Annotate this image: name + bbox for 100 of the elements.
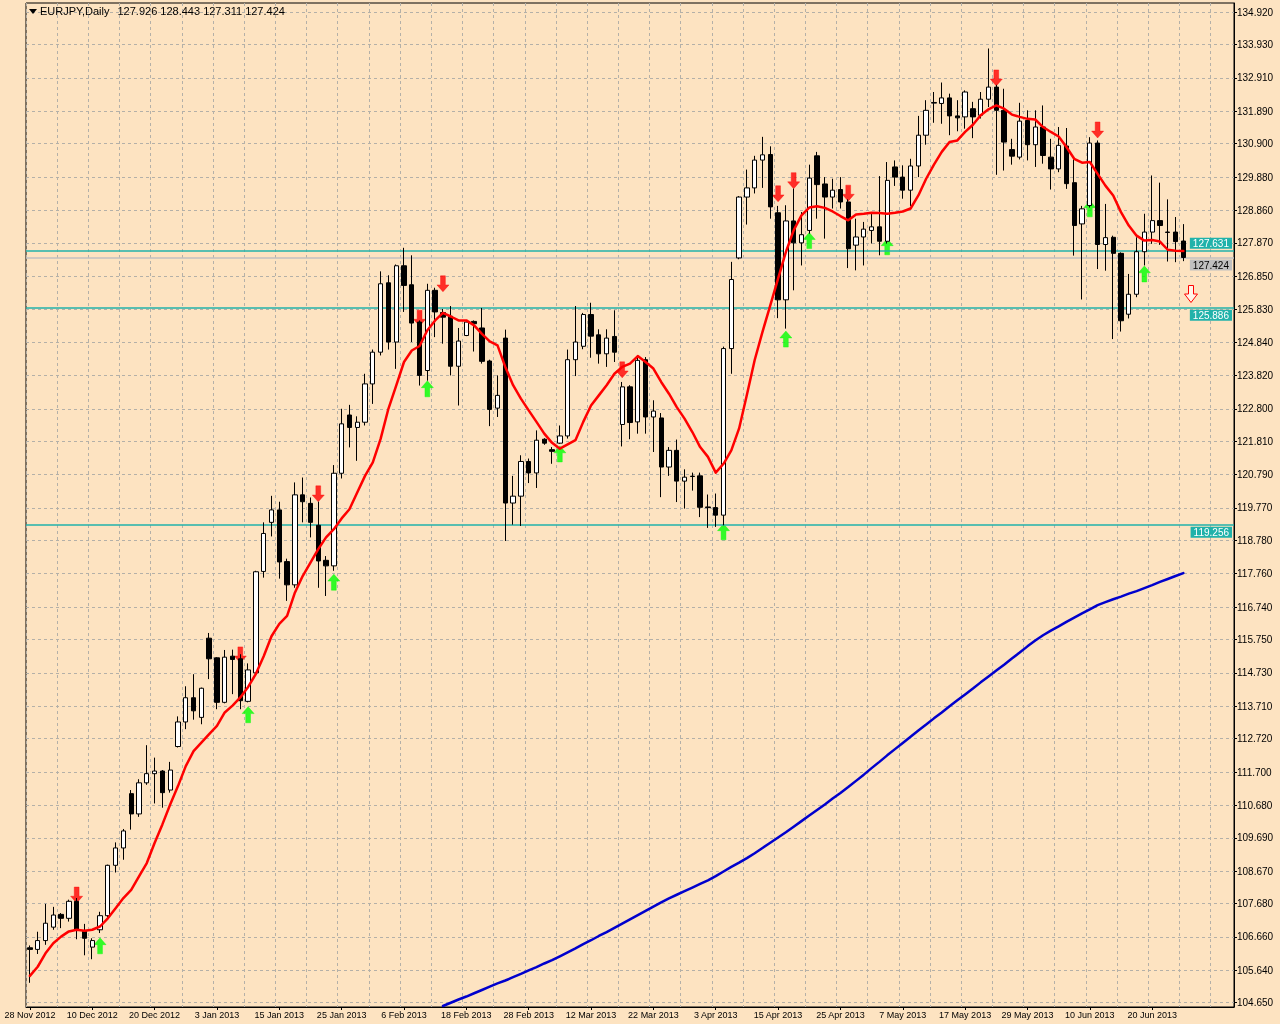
x-tick-label: 20 Jun 2013 (1127, 1009, 1177, 1020)
candlestick (861, 221, 866, 266)
y-tick-label: 119.770 (1237, 502, 1273, 514)
x-tick-label: 18 Feb 2013 (441, 1009, 492, 1020)
candlestick (331, 464, 337, 572)
y-tick-label: 117.760 (1237, 568, 1273, 580)
candlestick (464, 319, 469, 337)
candlestick (822, 176, 828, 240)
candlestick (1056, 126, 1061, 173)
candlestick (768, 145, 773, 220)
candlestick (1095, 139, 1100, 270)
y-tick-label: 129.880 (1237, 171, 1274, 183)
x-tick-label: 22 Mar 2013 (628, 1009, 679, 1020)
candlestick (627, 384, 633, 440)
point (787, 172, 800, 189)
y-tick-label: 126.850 (1237, 270, 1274, 282)
y-tick-label: 128.860 (1237, 204, 1274, 216)
candlestick (1165, 198, 1170, 263)
x-tick-label: 10 Dec 2012 (66, 1009, 118, 1020)
candlestick (214, 656, 220, 710)
candlestick (1017, 102, 1022, 160)
ref-line-label: 127.424 (1192, 260, 1230, 272)
candlestick (183, 685, 188, 730)
x-tick-label: 15 Apr 2013 (753, 1009, 803, 1020)
y-tick-label: 115.750 (1237, 634, 1273, 645)
candlestick (409, 254, 414, 343)
y-tick-label: 132.910 (1237, 72, 1274, 84)
y-tick-label: 123.820 (1237, 369, 1274, 381)
candlestick (908, 158, 913, 207)
candlestick (129, 789, 134, 831)
candlestick (869, 213, 874, 245)
candlestick (994, 84, 999, 176)
candlestick (1150, 174, 1155, 245)
candlestick (378, 270, 383, 356)
candlestick (51, 906, 56, 931)
candlestick (581, 312, 586, 350)
candlestick (807, 164, 812, 235)
candlestick (916, 115, 921, 178)
candlestick (355, 415, 360, 462)
candlestick (1157, 182, 1163, 246)
candlestick (1111, 235, 1116, 340)
candlestick (721, 346, 726, 526)
x-tick-label: 12 Mar 2013 (565, 1009, 617, 1020)
x-tick-label: 28 Feb 2013 (503, 1009, 554, 1020)
candlestick (518, 454, 524, 527)
candlestick (261, 521, 266, 579)
candlestick (35, 931, 40, 955)
candlestick (362, 373, 368, 426)
y-tick-label: 121.810 (1237, 435, 1274, 447)
candlestick (705, 494, 711, 529)
candlestick (1009, 138, 1015, 166)
candlestick (113, 841, 118, 873)
candlestick (588, 302, 594, 359)
y-tick-label: 108.670 (1237, 865, 1274, 877)
candlestick (697, 472, 703, 518)
x-tick-label: 10 Jun 2013 (1065, 1009, 1115, 1020)
candlestick (1033, 109, 1038, 168)
candlestick (206, 632, 212, 680)
candlestick (643, 356, 648, 435)
candlestick (300, 477, 305, 523)
candlestick (690, 472, 695, 492)
candlestick (175, 715, 181, 748)
y-tick-label: 134.920 (1237, 6, 1274, 18)
x-tick-label: 25 Apr 2013 (816, 1009, 865, 1020)
candlestick (168, 761, 173, 794)
point (421, 380, 434, 398)
candlestick (931, 91, 937, 124)
point (327, 573, 341, 591)
y-tick-label: 130.900 (1237, 138, 1274, 150)
candlestick (557, 424, 563, 445)
ref-line-label: 119.256 (1193, 527, 1230, 539)
candlestick (814, 151, 820, 220)
point (990, 69, 1003, 87)
candlestick (1134, 236, 1139, 298)
candlestick (729, 261, 734, 375)
candlestick (923, 99, 929, 146)
candlestick (1040, 104, 1046, 165)
candlestick (962, 89, 968, 130)
candlestick (1103, 203, 1108, 272)
candlestick (401, 247, 407, 313)
ref-line-label: 125.886 (1192, 310, 1230, 322)
candlestick (222, 649, 227, 704)
candlestick (43, 903, 48, 946)
candlestick (666, 446, 672, 477)
candlestick (495, 374, 500, 418)
x-tick-label: 25 Jan 2013 (316, 1009, 367, 1020)
candlestick (830, 178, 835, 210)
candlestick (1048, 138, 1054, 191)
candlestick (612, 309, 617, 363)
candlestick (479, 307, 485, 365)
candlestick (136, 778, 142, 818)
y-tick-label: 133.930 (1237, 39, 1274, 51)
candlestick (713, 493, 718, 528)
y-tick-label: 104.650 (1237, 997, 1274, 1009)
x-tick-label: 20 Dec 2012 (129, 1009, 181, 1020)
candlestick (549, 446, 555, 465)
candlestick (1181, 223, 1186, 262)
y-tick-label: 110.680 (1237, 799, 1273, 811)
point (1091, 121, 1104, 139)
candlestick (82, 923, 87, 956)
